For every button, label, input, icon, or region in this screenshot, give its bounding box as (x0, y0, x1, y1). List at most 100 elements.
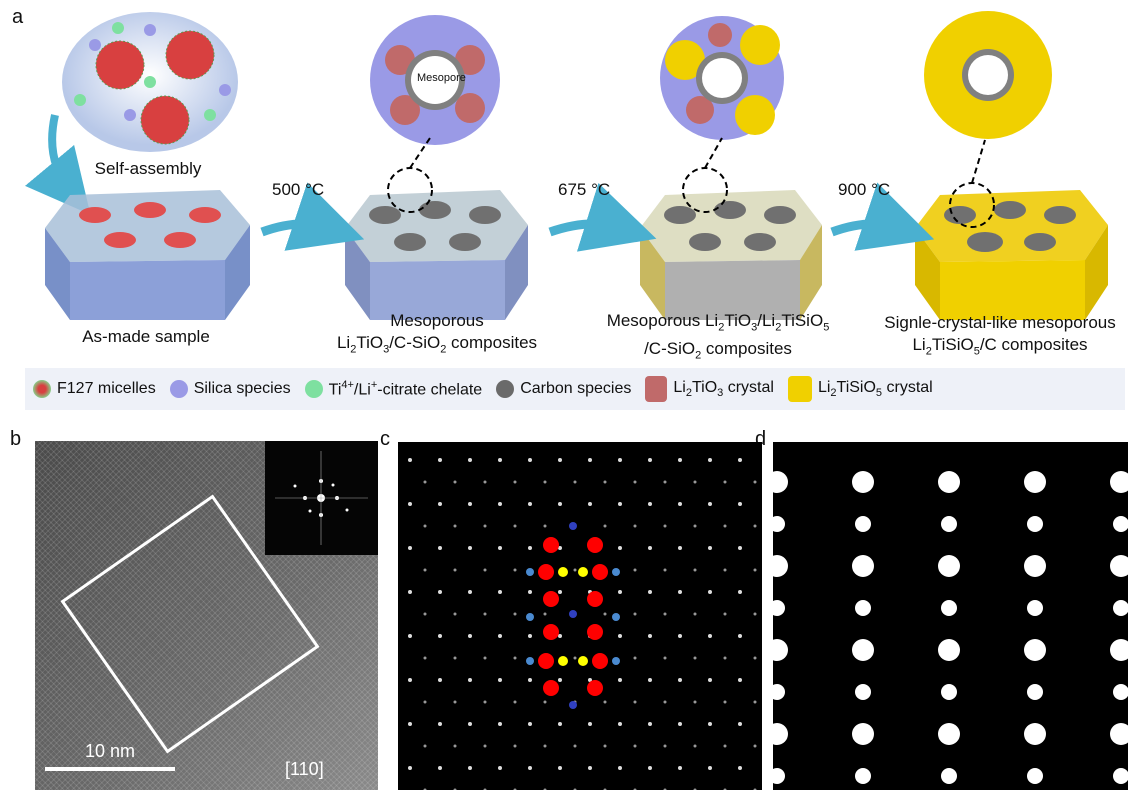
lattice-spot (678, 766, 682, 770)
lattice-spot (423, 788, 427, 790)
panel-label-c: c (380, 428, 390, 450)
lattice-spot (483, 656, 487, 660)
lattice-spot (468, 590, 472, 594)
lattice-spot (618, 634, 622, 638)
lattice-spot (678, 546, 682, 550)
bright-spot (855, 516, 871, 532)
lattice-spot (708, 590, 712, 594)
legend: F127 micelles Silica species Ti4+/Li+-ci… (25, 368, 1125, 410)
lattice-spot (543, 744, 547, 748)
atom (538, 653, 554, 669)
lattice-spot (468, 722, 472, 726)
lattice-spot (453, 744, 457, 748)
lattice-spot (663, 612, 667, 616)
lattice-spot (438, 678, 442, 682)
atom (526, 657, 534, 665)
lattice-spot (708, 546, 712, 550)
bright-spot (1110, 471, 1128, 493)
lattice-spot (723, 480, 727, 484)
lattice-spot (558, 546, 562, 550)
chelate-sphere-icon (304, 379, 323, 398)
fft-inset (265, 441, 378, 555)
atom (569, 701, 577, 709)
atom (558, 567, 568, 577)
micelle-icon (33, 380, 51, 398)
scale-bar-label: 10 nm (84, 741, 136, 761)
atom (558, 656, 568, 666)
lattice-spot (708, 458, 712, 462)
lattice-spot (543, 612, 547, 616)
lattice-spot (483, 480, 487, 484)
lattice-spot (513, 788, 517, 790)
schematic (24, 11, 1108, 320)
legend-item-ltso: Li2TiSiO5 crystal (787, 376, 933, 402)
lattice-spot (498, 766, 502, 770)
lattice-spot (648, 634, 652, 638)
bright-spot (773, 471, 788, 493)
lattice-spot (678, 590, 682, 594)
lattice-spot (513, 568, 517, 572)
lattice-spot (573, 568, 577, 572)
lattice-spot (453, 480, 457, 484)
lattice-spot (753, 568, 757, 572)
atom (587, 537, 603, 553)
lattice-spot (528, 766, 532, 770)
lattice-spot (693, 568, 697, 572)
bright-spot (1024, 639, 1046, 661)
atom (612, 568, 620, 576)
lattice-spot (558, 766, 562, 770)
lattice-spot (693, 480, 697, 484)
atom (612, 613, 620, 621)
lattice-spot (618, 590, 622, 594)
bright-spot (852, 555, 874, 577)
self-assembly-label: Self-assembly (94, 159, 202, 178)
simulated-pattern-with-atoms (398, 442, 762, 790)
legend-item-carbon: Carbon species (496, 380, 631, 398)
lattice-spot (468, 458, 472, 462)
bright-spot (1027, 768, 1043, 784)
lattice-spot (618, 678, 622, 682)
bright-spot (773, 600, 785, 616)
atom (526, 613, 534, 621)
lattice-spot (753, 744, 757, 748)
lattice-spot (513, 700, 517, 704)
bright-spot (1113, 768, 1128, 784)
lattice-spot (753, 480, 757, 484)
lattice-spot (408, 766, 412, 770)
lattice-spot (648, 546, 652, 550)
lattice-spot (693, 656, 697, 660)
lattice-spot (723, 524, 727, 528)
lattice-spot (738, 766, 742, 770)
lattice-spot (513, 480, 517, 484)
lattice-spot (738, 502, 742, 506)
lattice-spot (423, 612, 427, 616)
lattice-spot (693, 612, 697, 616)
lattice-spot (543, 480, 547, 484)
mesopore-label: Mesopore (417, 72, 466, 84)
lattice-spot (438, 634, 442, 638)
lattice-spot (453, 656, 457, 660)
lattice-spot (738, 678, 742, 682)
lattice-spot (663, 700, 667, 704)
hexagon-900 (915, 182, 1108, 320)
lattice-spot (588, 766, 592, 770)
lattice-spot (573, 656, 577, 660)
lattice-spot (603, 612, 607, 616)
as-made-caption: As-made sample (82, 327, 210, 346)
bright-spot (941, 684, 957, 700)
bright-spot (852, 723, 874, 745)
atom (543, 680, 559, 696)
bright-spot (773, 555, 788, 577)
lattice-spot (663, 524, 667, 528)
lattice-spot (453, 524, 457, 528)
atom (578, 567, 588, 577)
arrow-right-icon (260, 182, 365, 251)
lattice-spot (753, 612, 757, 616)
bright-spot (1024, 471, 1046, 493)
simulated-hrtem-image (773, 442, 1128, 790)
lattice-spot (603, 524, 607, 528)
lattice-spot (453, 700, 457, 704)
bright-spot (773, 768, 785, 784)
bright-spot (1024, 555, 1046, 577)
lattice-spot (693, 744, 697, 748)
